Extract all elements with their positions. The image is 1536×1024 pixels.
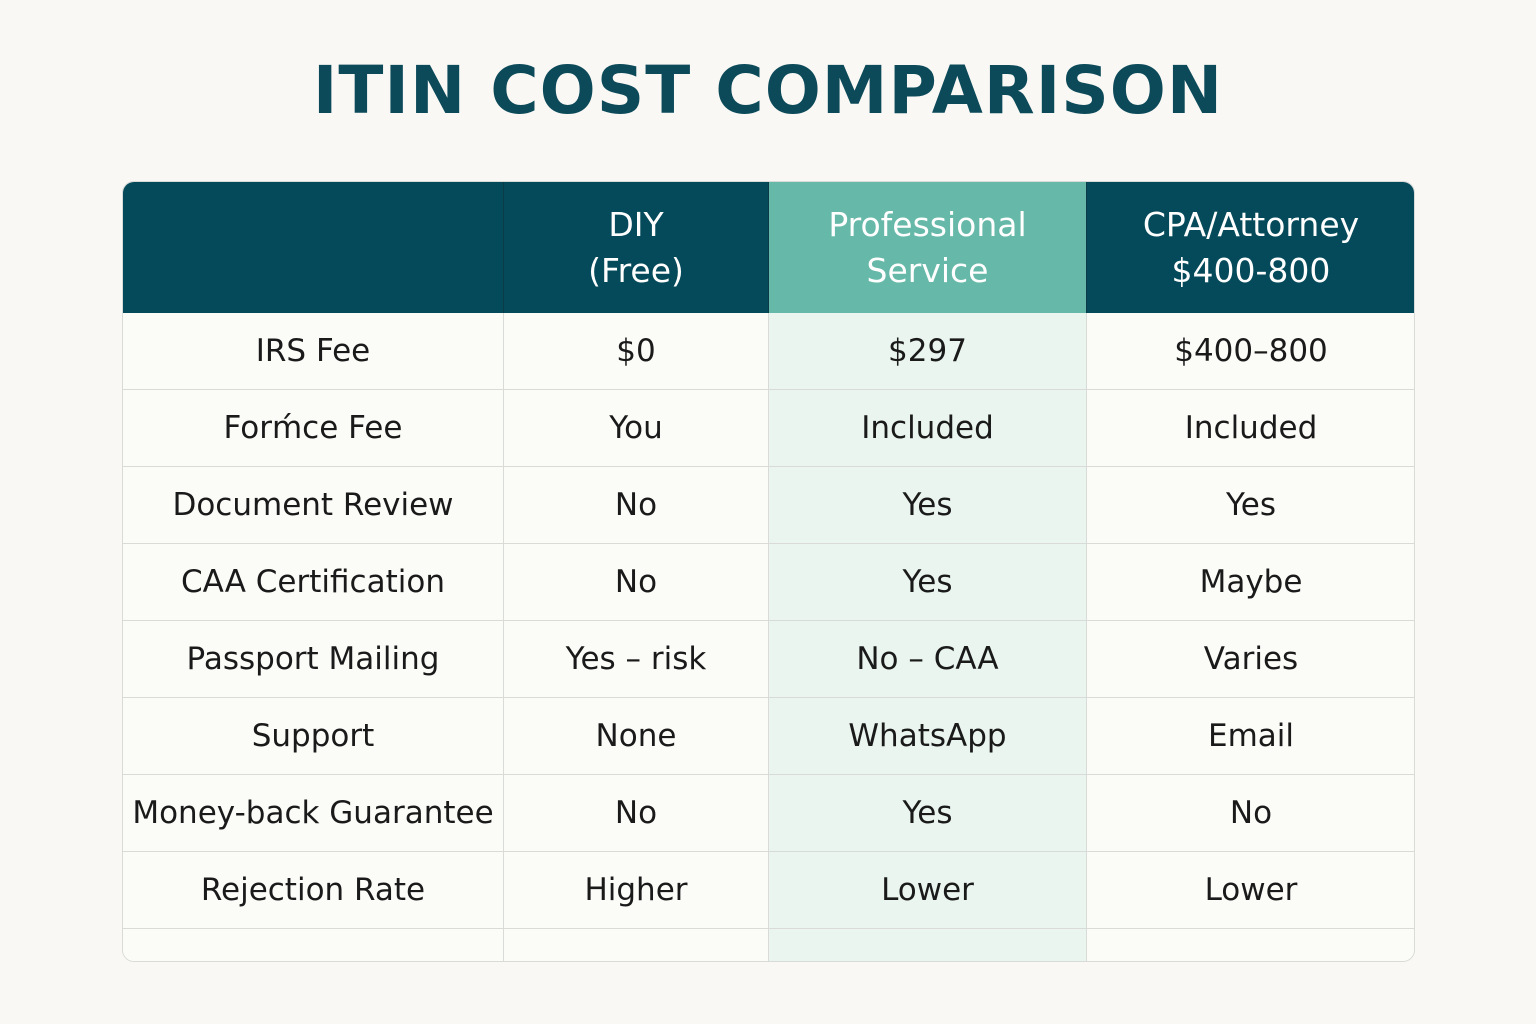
table-cell: Included	[1087, 390, 1414, 467]
header-text: $400-800	[1171, 250, 1331, 290]
table-cell: No	[504, 775, 769, 852]
table-cell: $0	[504, 313, 769, 390]
comparison-table: DIY (Free) Professional Service CPA/Attorney…	[122, 181, 1415, 962]
title: ITIN COST COMPARISON	[312, 52, 1224, 129]
table-cell: Passport Mailing	[123, 621, 504, 698]
empty-cell	[504, 929, 769, 961]
table-cell: WhatsApp	[769, 698, 1087, 775]
header-cell: CPA/Attorney $400-800	[1087, 182, 1414, 313]
table-cell: None	[504, 698, 769, 775]
header-text: CPA/Attorney	[1142, 204, 1360, 244]
table-cell: Higher	[504, 852, 769, 929]
table-cell: Maybe	[1087, 544, 1414, 621]
table-cell: No	[1087, 775, 1414, 852]
table-cell: Forḿce Fee	[123, 390, 504, 467]
empty-cell	[123, 929, 504, 961]
table-cell: Lower	[769, 852, 1087, 929]
table-cell: Yes	[769, 467, 1087, 544]
table-cell: No – CAA	[769, 621, 1087, 698]
header-text: (Free)	[588, 250, 684, 290]
table-cell: CAA Certification	[123, 544, 504, 621]
table-cell: No	[504, 544, 769, 621]
table-cell: $400–800	[1087, 313, 1414, 390]
header-text: Professional	[828, 204, 1027, 244]
header-text: Service	[866, 250, 989, 290]
table-cell: Included	[769, 390, 1087, 467]
header-cell: Professional Service	[769, 182, 1087, 313]
table-cell: You	[504, 390, 769, 467]
table-cell: Rejection Rate	[123, 852, 504, 929]
empty-cell	[1087, 929, 1414, 961]
header-text: DIY	[608, 204, 664, 244]
table-cell: Yes	[769, 544, 1087, 621]
table-cell: Document Review	[123, 467, 504, 544]
header-cell	[123, 182, 504, 313]
header-cell: DIY (Free)	[504, 182, 769, 313]
empty-cell	[769, 929, 1087, 961]
table-cell: No	[504, 467, 769, 544]
table-cell: Money-back Guarantee	[123, 775, 504, 852]
table-cell: Support	[123, 698, 504, 775]
table-cell: Yes – risk	[504, 621, 769, 698]
table-cell: $297	[769, 313, 1087, 390]
table-cell: Yes	[1087, 467, 1414, 544]
table-cell: IRS Fee	[123, 313, 504, 390]
table-cell: Lower	[1087, 852, 1414, 929]
table-cell: Yes	[769, 775, 1087, 852]
table-cell: Email	[1087, 698, 1414, 775]
table-cell: Varies	[1087, 621, 1414, 698]
